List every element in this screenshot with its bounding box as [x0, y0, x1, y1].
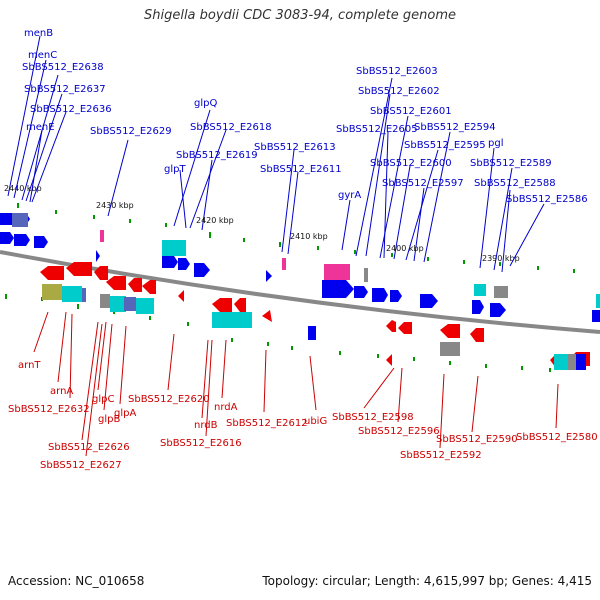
- gene-label[interactable]: SbBS512_E2592: [400, 450, 482, 461]
- scale-label: 2410 kbp: [290, 232, 328, 241]
- gene-label[interactable]: SbBS512_E2616: [160, 438, 242, 449]
- gene-label[interactable]: glpC: [92, 394, 114, 405]
- gene-label[interactable]: arnT: [18, 360, 41, 371]
- accession-text: Accession: NC_010658: [8, 574, 145, 588]
- gene-label[interactable]: SbBS512_E2601: [370, 106, 452, 117]
- gene-label[interactable]: SbBS512_E2597: [382, 178, 464, 189]
- gene-label[interactable]: SbBS512_E2613: [254, 142, 336, 153]
- map-title: Shigella boydii CDC 3083-94, complete ge…: [143, 8, 457, 23]
- scale-label: 2400 kbp: [386, 244, 424, 253]
- gene-label[interactable]: glpQ: [194, 98, 217, 109]
- gene-label[interactable]: SbBS512_E2580: [516, 432, 598, 443]
- gene-label[interactable]: menE: [26, 122, 55, 133]
- gene-label[interactable]: SbBS512_E2636: [30, 104, 112, 115]
- bottom-leader-lines: [33, 311, 559, 457]
- gene-label[interactable]: SbBS512_E2588: [474, 178, 556, 189]
- gene-label[interactable]: ubiG: [304, 416, 327, 427]
- gene-label[interactable]: SbBS512_E2612: [226, 418, 308, 429]
- topology-text: Topology: circular; Length: 4,615,997 bp…: [262, 574, 592, 588]
- top-leader-lines: [7, 35, 545, 273]
- gene-label[interactable]: SbBS512_E2638: [22, 62, 104, 73]
- scale-label: 2430 kbp: [96, 201, 134, 210]
- gene-label[interactable]: SbBS512_E2611: [260, 164, 342, 175]
- gene-label[interactable]: SbBS512_E2602: [358, 86, 440, 97]
- gene-label[interactable]: menB: [24, 28, 53, 39]
- gene-label[interactable]: SbBS512_E2603: [356, 66, 438, 77]
- bottom-boxes[interactable]: [42, 284, 586, 370]
- gene-label[interactable]: SbBS512_E2627: [40, 460, 122, 471]
- gene-label[interactable]: SbBS512_E2595: [404, 140, 486, 151]
- gene-label[interactable]: nrdB: [194, 420, 218, 431]
- gene-label[interactable]: SbBS512_E2618: [190, 122, 272, 133]
- gene-label[interactable]: menC: [28, 50, 57, 61]
- gene-label[interactable]: nrdA: [214, 402, 238, 413]
- gene-label[interactable]: SbBS512_E2600: [370, 158, 452, 169]
- gene-label[interactable]: SbBS512_E2596: [358, 426, 440, 437]
- scale-label: 2440 kbp: [4, 184, 42, 193]
- gene-label[interactable]: SbBS512_E2637: [24, 84, 106, 95]
- gene-label[interactable]: pgl: [488, 138, 503, 149]
- gene-label[interactable]: gyrA: [338, 190, 361, 201]
- gene-label[interactable]: SbBS512_E2598: [332, 412, 414, 423]
- gene-label[interactable]: SbBS512_E2629: [90, 126, 172, 137]
- gene-label[interactable]: SbBS512_E2589: [470, 158, 552, 169]
- tick-rows: [5, 203, 575, 372]
- gene-label[interactable]: SbBS512_E2619: [176, 150, 258, 161]
- gene-label[interactable]: SbBS512_E2605: [336, 124, 418, 135]
- gene-label[interactable]: glpT: [164, 164, 186, 175]
- scale-label: 2420 kbp: [196, 216, 234, 225]
- gene-label[interactable]: SbBS512_E2626: [48, 442, 130, 453]
- reverse-genes[interactable]: [40, 262, 590, 368]
- gene-label[interactable]: SbBS512_E2590: [436, 434, 518, 445]
- gene-label[interactable]: glpA: [114, 408, 136, 419]
- gene-label[interactable]: glpB: [98, 414, 120, 425]
- gene-label[interactable]: arnA: [50, 386, 73, 397]
- gene-label[interactable]: SbBS512_E2620: [128, 394, 210, 405]
- gene-label[interactable]: SbBS512_E2632: [8, 404, 90, 415]
- scale-label: 2390 kbp: [482, 254, 520, 263]
- gene-label[interactable]: SbBS512_E2594: [414, 122, 496, 133]
- gene-label[interactable]: SbBS512_E2586: [506, 194, 588, 205]
- top-boxes[interactable]: [12, 213, 600, 308]
